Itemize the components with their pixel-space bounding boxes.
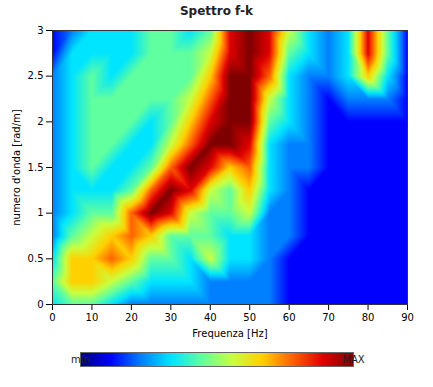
svg-text:min: min — [71, 354, 90, 365]
svg-text:1.5: 1.5 — [28, 162, 44, 173]
svg-text:Frequenza [Hz]: Frequenza [Hz] — [192, 328, 267, 339]
svg-text:2: 2 — [37, 116, 43, 127]
svg-text:numero d'onda [rad/m]: numero d'onda [rad/m] — [11, 109, 22, 226]
svg-text:0: 0 — [49, 312, 55, 323]
svg-text:60: 60 — [283, 312, 296, 323]
svg-text:80: 80 — [362, 312, 375, 323]
svg-text:20: 20 — [125, 312, 138, 323]
svg-text:40: 40 — [204, 312, 217, 323]
svg-text:MAX: MAX — [342, 354, 364, 365]
svg-text:30: 30 — [164, 312, 177, 323]
svg-text:90: 90 — [401, 312, 414, 323]
svg-text:0: 0 — [37, 299, 43, 310]
svg-text:70: 70 — [322, 312, 335, 323]
svg-text:50: 50 — [243, 312, 256, 323]
svg-text:1: 1 — [37, 207, 43, 218]
html-text:Spettro f-k: Spettro f-k — [179, 4, 254, 18]
svg-text:10: 10 — [86, 312, 99, 323]
svg-text:3: 3 — [37, 25, 43, 36]
svg-text:0.5: 0.5 — [28, 253, 44, 264]
svg-text:2.5: 2.5 — [28, 70, 44, 81]
